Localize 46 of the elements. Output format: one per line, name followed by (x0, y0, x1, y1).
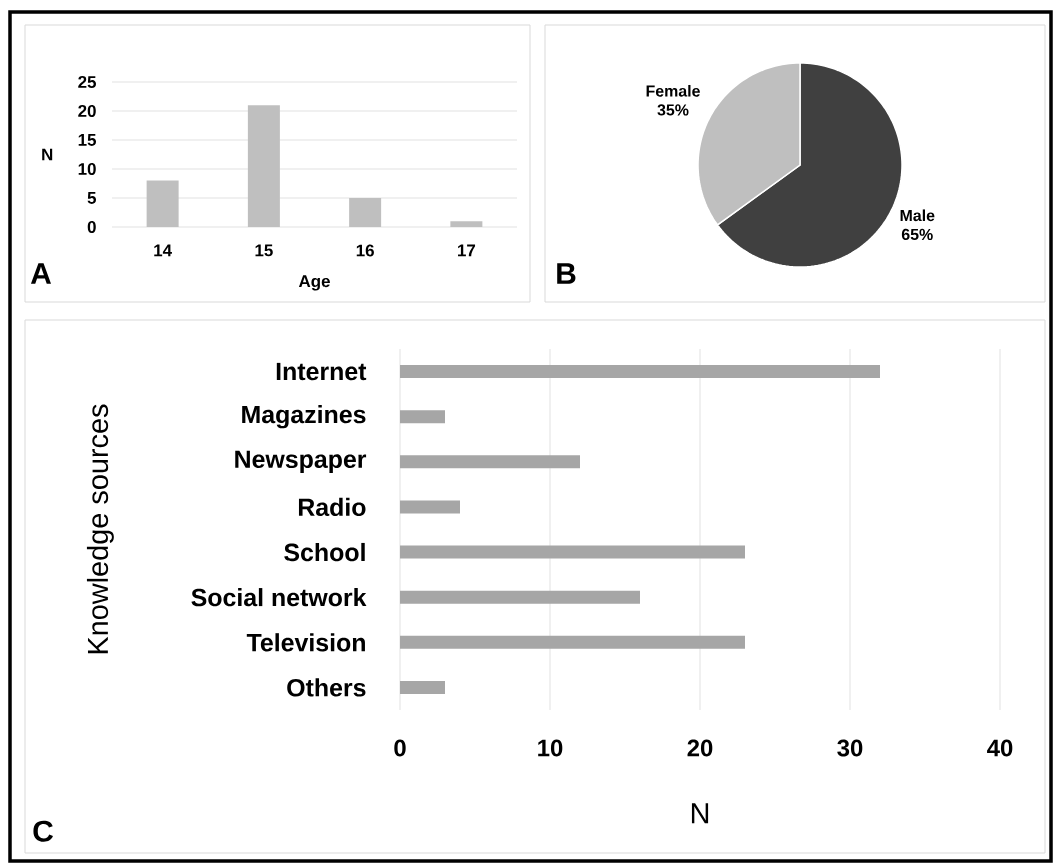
bar (400, 455, 580, 469)
x-axis-title: Age (298, 275, 330, 291)
y-tick-label: Radio (298, 497, 366, 517)
y-tick-label: 0 (87, 221, 96, 233)
y-tick-label: 15 (78, 134, 97, 146)
x-tick-label: 16 (356, 244, 374, 257)
y-tick-label: Others (287, 678, 366, 697)
x-tick-label: 15 (255, 244, 273, 257)
bar (400, 365, 880, 379)
y-tick-label: Internet (276, 362, 367, 381)
bar (247, 105, 280, 227)
y-tick-label: School (284, 542, 365, 562)
bar (146, 180, 179, 227)
x-tick-label: 0 (394, 739, 406, 757)
y-tick-label: 5 (87, 192, 97, 204)
x-tick-label: 10 (538, 739, 563, 757)
y-tick-label: 10 (78, 163, 96, 175)
bar (400, 410, 445, 424)
bar (400, 545, 745, 559)
bar (349, 198, 382, 227)
data-label: 65% (901, 228, 933, 241)
slice-label: Female (646, 84, 700, 97)
x-tick-label: 30 (837, 739, 863, 757)
data-label: 35% (657, 104, 689, 116)
text: A (30, 263, 51, 284)
y-axis-title: N (42, 148, 53, 161)
bar (450, 221, 483, 227)
bar (400, 680, 445, 694)
x-tick-label: 14 (154, 244, 172, 257)
y-tick-label: Television (246, 633, 365, 652)
bar (400, 500, 460, 514)
bar (400, 590, 640, 604)
y-axis-title: Knowledge sources (86, 404, 114, 654)
text: B (557, 263, 576, 284)
y-tick-label: 25 (78, 76, 97, 88)
y-tick-label: Social network (191, 588, 367, 607)
x-tick-label: 40 (987, 739, 1013, 757)
slice-label: Male (900, 209, 935, 222)
y-tick-label: 20 (78, 105, 96, 117)
bar (400, 635, 745, 649)
x-tick-label: 20 (687, 739, 713, 757)
x-axis-title: N (691, 803, 709, 824)
x-tick-label: 17 (458, 244, 476, 257)
text: C (33, 820, 53, 842)
y-tick-label: Magazines (242, 405, 366, 429)
y-tick-label: Newspaper (235, 450, 367, 473)
